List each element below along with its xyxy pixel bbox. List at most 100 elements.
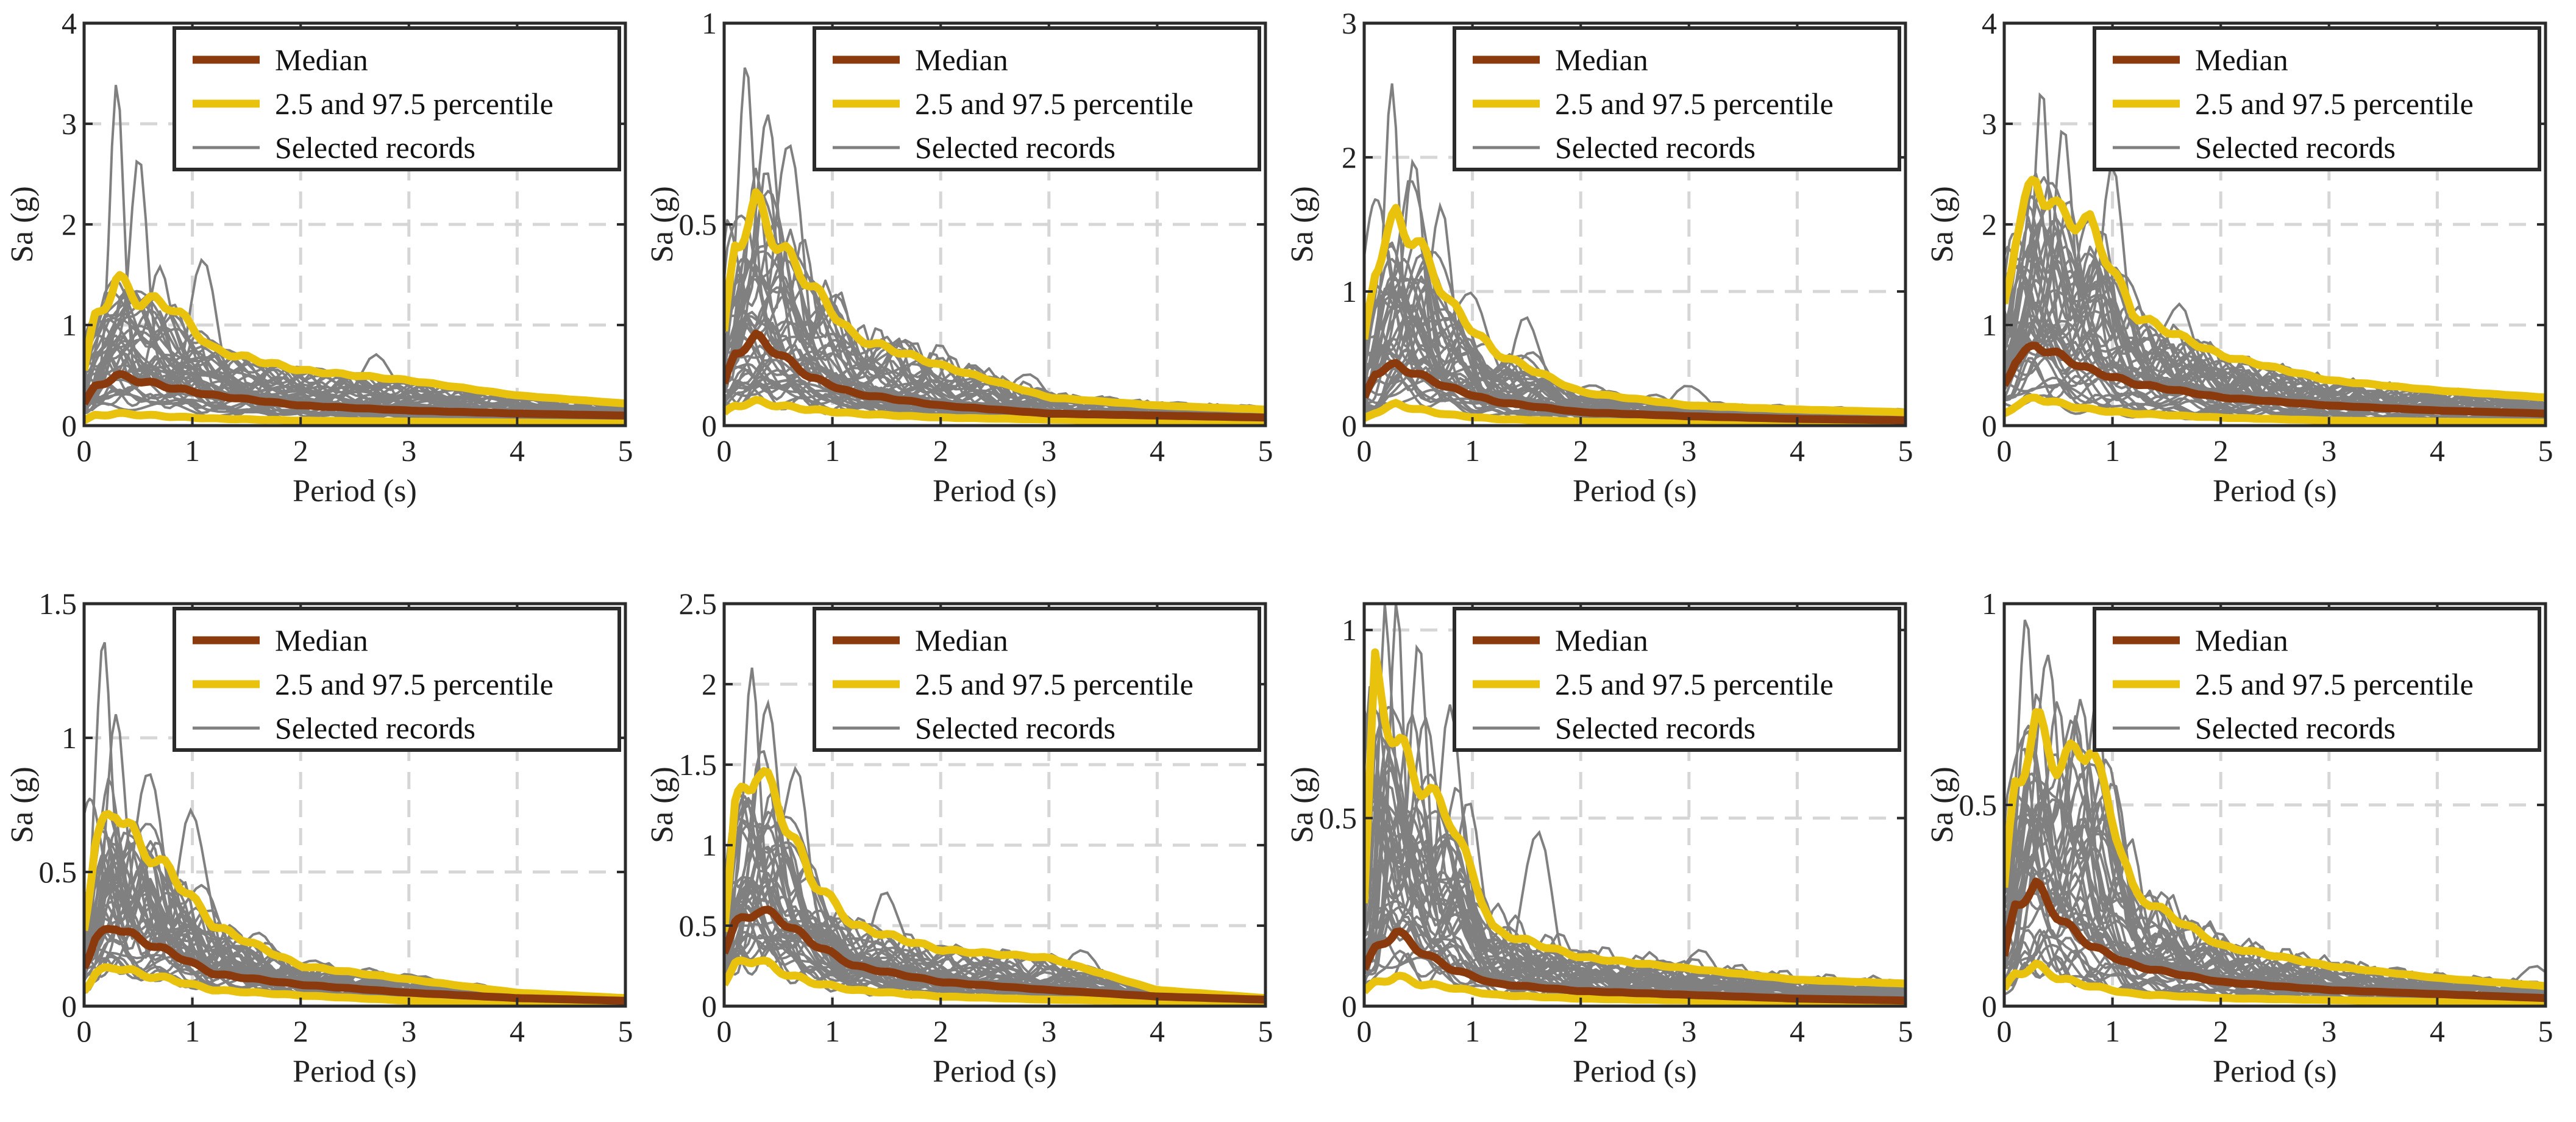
y-axis-label: Sa (g) [1925,766,1960,843]
chart-panel-7: 0 1 2 3 4 5 0 0.5 1 Period (s) Sa (g) Median 2.5 and… [1285,602,1913,1089]
legend-box [2093,26,2541,171]
chart-panel-6: 0 1 2 3 4 5 0 0.5 1 1.5 2 2.5 Period (s) Sa (g) Median… [645,587,1273,1089]
median-line [84,370,625,420]
legend-records-label: Selected records [275,130,475,165]
x-tick-label: 3 [1681,1014,1696,1048]
y-axis-label: Sa (g) [645,766,680,843]
y-tick-label: 1 [1342,613,1357,647]
legend-median-label: Median [2195,623,2288,657]
legend-median-label: Median [915,623,1008,657]
x-tick-label: 2 [933,1014,948,1048]
y-tick-label: 4 [62,6,77,40]
percentile-97-5-line [724,188,1265,414]
series-lines [84,271,625,426]
series-lines [2004,708,2546,1006]
axes-frame [722,602,1267,1008]
legend-records-label: Selected records [1555,711,1756,745]
legend-median-label: Median [275,623,368,657]
x-tick-label: 5 [1258,434,1273,468]
chart-panel-3: 0 1 2 3 4 5 0 1 2 3 Period (s) Sa (g) Median 2.5 and … [1285,6,1913,509]
selected-records [2004,92,2546,425]
x-axis-label: Period (s) [1573,1054,1697,1089]
record-line [2004,799,2546,995]
x-tick-label: 3 [1041,1014,1056,1048]
y-tick-label: 1.5 [39,587,77,621]
y-tick-label: 0 [1982,409,1997,443]
legend-percentile-label: 2.5 and 97.5 percentile [1555,87,1834,121]
record-line [2004,218,2546,407]
x-tick-label: 5 [2538,434,2553,468]
x-tick-label: 1 [2105,434,2120,468]
x-tick-label: 4 [1150,1014,1165,1048]
x-tick-label: 2 [293,434,308,468]
y-axis-label: Sa (g) [1925,186,1960,263]
y-tick-label: 0 [702,409,717,443]
axes-frame [82,602,627,1008]
y-tick-label: 2 [702,667,717,701]
y-axis-label: Sa (g) [5,766,40,843]
chart-panel-1: 0 1 2 3 4 5 0 1 2 3 4 Period (s) Sa (g) Median 2.5 and… [5,6,633,509]
legend-percentile-label: 2.5 and 97.5 percentile [2195,87,2474,121]
median-line [724,906,1265,1004]
x-tick-label: 4 [510,434,525,468]
legend: Median 2.5 and 97.5 percentile Selected re… [173,607,621,752]
legend-box [1453,26,1901,171]
percentile-97-5-line [1364,648,1905,988]
x-tick-label: 5 [1898,434,1913,468]
legend-records-label: Selected records [2195,711,2396,745]
percentile-97-5-line [2004,708,2546,990]
x-axis-label: Period (s) [933,1054,1057,1089]
x-tick-label: 2 [1573,434,1589,468]
y-tick-label: 0 [702,989,717,1023]
x-tick-label: 1 [1465,434,1480,468]
y-axis-label: Sa (g) [645,186,680,263]
chart-panel-4: 0 1 2 3 4 5 0 1 2 3 4 Period (s) Sa (g) Median 2.5 and… [1925,6,2553,509]
y-tick-label: 1 [1342,274,1357,309]
x-tick-label: 1 [825,434,840,468]
percentile-97-5-line [84,271,625,408]
x-axis-label: Period (s) [293,1054,417,1089]
record-line [84,291,625,416]
y-tick-label: 0.5 [39,855,77,889]
x-tick-label: 4 [2430,434,2445,468]
y-tick-label: 0.5 [1959,788,1998,822]
y-tick-label: 1.5 [679,748,717,782]
x-tick-label: 2 [2213,434,2229,468]
axes-frame [1362,21,1907,427]
legend-median-label: Median [1555,623,1648,657]
x-tick-label: 3 [401,434,416,468]
legend: Median 2.5 and 97.5 percentile Selected re… [2093,607,2541,752]
x-tick-label: 0 [77,1014,92,1048]
legend-percentile-label: 2.5 and 97.5 percentile [275,87,553,121]
percentile-2-5-line [724,396,1265,426]
y-tick-label: 1 [62,308,77,342]
x-tick-label: 0 [77,434,92,468]
legend-median-label: Median [915,43,1008,77]
series-lines [724,188,1265,426]
x-tick-label: 3 [401,1014,416,1048]
y-axis-label: Sa (g) [1285,766,1320,843]
x-axis-label: Period (s) [2213,474,2337,509]
legend-records-label: Selected records [2195,130,2396,165]
series-lines [724,767,1265,1006]
legend-box [173,607,621,752]
percentile-2-5-line [2004,393,2546,426]
percentile-97-5-line [84,810,625,1002]
percentile-97-5-line [1364,204,1905,416]
legend: Median 2.5 and 97.5 percentile Selected re… [173,26,621,171]
axes-frame [1362,602,1907,1008]
x-tick-label: 5 [618,434,633,468]
y-tick-label: 0.5 [679,207,717,241]
record-line [2004,359,2546,422]
x-axis-label: Period (s) [933,474,1057,509]
legend: Median 2.5 and 97.5 percentile Selected re… [813,607,1261,752]
chart-panel-5: 0 1 2 3 4 5 0 0.5 1 1.5 Period (s) Sa (g) Median 2.5 … [5,587,633,1089]
x-tick-label: 0 [1997,434,2012,468]
series-lines [1364,648,1905,1006]
legend-box [813,607,1261,752]
x-tick-label: 4 [1150,434,1165,468]
legend: Median 2.5 and 97.5 percentile Selected re… [2093,26,2541,171]
x-tick-label: 1 [185,1014,200,1048]
x-tick-label: 1 [2105,1014,2120,1048]
record-line [1364,800,1905,995]
